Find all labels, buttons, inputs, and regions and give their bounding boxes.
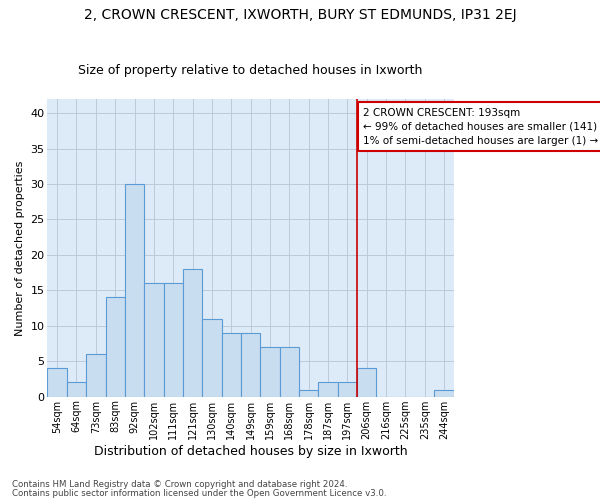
- Bar: [280, 347, 299, 397]
- Bar: [47, 368, 67, 396]
- Bar: [241, 333, 260, 396]
- Text: Contains public sector information licensed under the Open Government Licence v3: Contains public sector information licen…: [12, 488, 386, 498]
- Bar: [106, 298, 125, 396]
- Bar: [221, 333, 241, 396]
- Bar: [86, 354, 106, 397]
- X-axis label: Distribution of detached houses by size in Ixworth: Distribution of detached houses by size …: [94, 444, 407, 458]
- Text: 2, CROWN CRESCENT, IXWORTH, BURY ST EDMUNDS, IP31 2EJ: 2, CROWN CRESCENT, IXWORTH, BURY ST EDMU…: [83, 8, 517, 22]
- Text: Contains HM Land Registry data © Crown copyright and database right 2024.: Contains HM Land Registry data © Crown c…: [12, 480, 347, 489]
- Bar: [319, 382, 338, 396]
- Bar: [434, 390, 454, 396]
- Bar: [183, 269, 202, 396]
- Bar: [260, 347, 280, 397]
- Bar: [299, 390, 319, 396]
- Title: Size of property relative to detached houses in Ixworth: Size of property relative to detached ho…: [79, 64, 423, 77]
- Bar: [125, 184, 144, 396]
- Bar: [144, 284, 164, 397]
- Bar: [164, 284, 183, 397]
- Y-axis label: Number of detached properties: Number of detached properties: [15, 160, 25, 336]
- Text: 2 CROWN CRESCENT: 193sqm
← 99% of detached houses are smaller (141)
1% of semi-d: 2 CROWN CRESCENT: 193sqm ← 99% of detach…: [363, 108, 598, 146]
- Bar: [67, 382, 86, 396]
- Bar: [357, 368, 376, 396]
- Bar: [202, 318, 221, 396]
- Bar: [338, 382, 357, 396]
